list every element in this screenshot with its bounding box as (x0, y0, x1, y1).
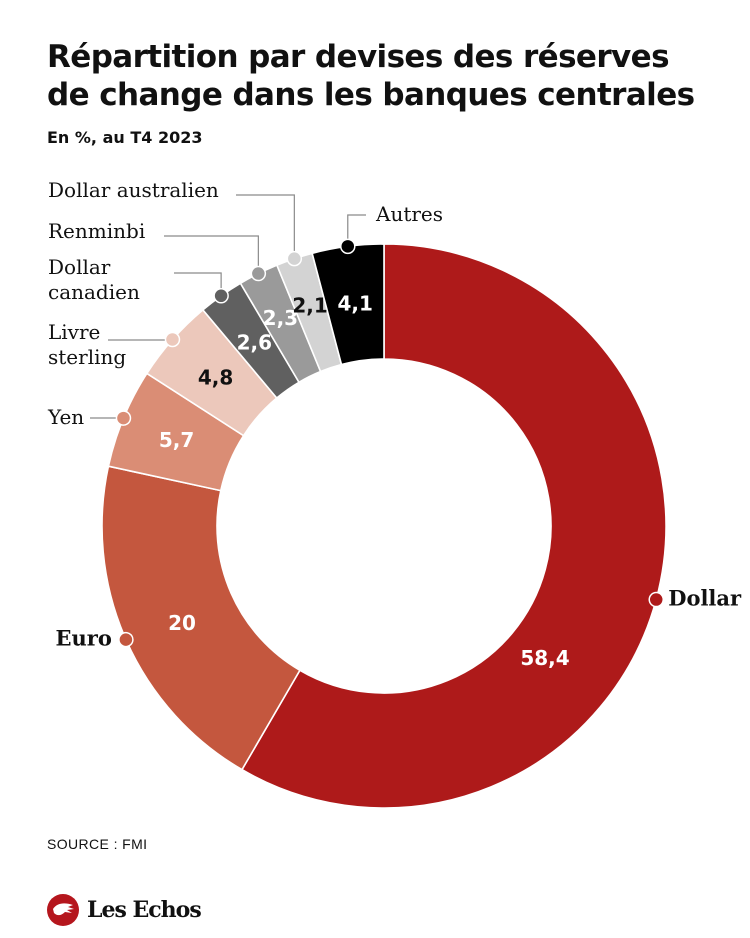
category-labels: DollarEuroYenLivresterlingDollarcanadien… (47, 178, 742, 651)
leader-line-dollar-canadien (174, 272, 222, 296)
category-label-euro: Euro (56, 626, 112, 651)
category-label-dollar-canadien-line-1: Dollar (48, 255, 111, 279)
value-labels: 58,4 20 5,7 4,82,62,32,1 4,1 (159, 291, 570, 670)
value-label-yen: 5,7 (159, 428, 194, 452)
leader-dot-dollar-canadien (213, 288, 229, 304)
category-label-dollar-australien: Dollar australien (48, 178, 219, 202)
value-label-dollar: 58,4 (520, 646, 569, 670)
chart-title-line-2: de change dans les banques centrales (47, 77, 695, 113)
category-label-dollar: Dollar (668, 586, 742, 611)
value-label-euro: 20 (168, 611, 196, 635)
donut-chart: 58,4 20 5,7 4,82,62,32,1 4,1 Dollar Euro Yen Liv… (47, 178, 742, 809)
leader-dot-dollar-australien (286, 250, 303, 267)
leader-line-renminbi (164, 235, 259, 274)
slice-autres (311, 243, 385, 366)
leader-line-dollar-australien (236, 194, 295, 259)
category-label-yen: Yen (47, 405, 84, 429)
value-label-autres: 4,1 (337, 291, 372, 315)
category-label-dollar-canadien-line-2: canadien (48, 280, 140, 304)
value-label-dollar-australien: 2,1 (292, 294, 327, 318)
les-echos-logo-icon (47, 894, 79, 926)
leader-dot-dollar (648, 591, 664, 608)
leader-dot-yen (115, 410, 132, 426)
category-label-livre-sterling-line-2: sterling (48, 345, 126, 369)
leader-dot-renminbi (250, 265, 267, 282)
leader-line-autres (347, 214, 366, 247)
value-label-dollar-canadien: 2,6 (237, 331, 272, 355)
value-label-livre-sterling: 4,8 (198, 366, 233, 390)
brand-name: Les Echos (87, 897, 202, 923)
chart-title: Répartition par devises des réserves de … (47, 38, 727, 114)
value-label-renminbi: 2,3 (263, 306, 298, 330)
source-note: SOURCE : FMI (47, 836, 148, 852)
leader-dot-autres (340, 238, 356, 255)
category-label-livre-sterling-line-1: Livre (48, 320, 100, 344)
category-label-renminbi: Renminbi (48, 219, 145, 243)
chart-title-line-1: Répartition par devises des réserves (47, 39, 670, 75)
category-label-autres: Autres (375, 202, 443, 226)
leader-dot-euro (118, 631, 134, 648)
leader-dot-livre-sterling (164, 331, 181, 348)
chart-subtitle: En %, au T4 2023 (47, 128, 203, 147)
slice-euro (101, 465, 301, 771)
slice-dollar (240, 243, 667, 809)
brand: Les Echos (47, 893, 202, 927)
donut-slices (101, 243, 667, 809)
